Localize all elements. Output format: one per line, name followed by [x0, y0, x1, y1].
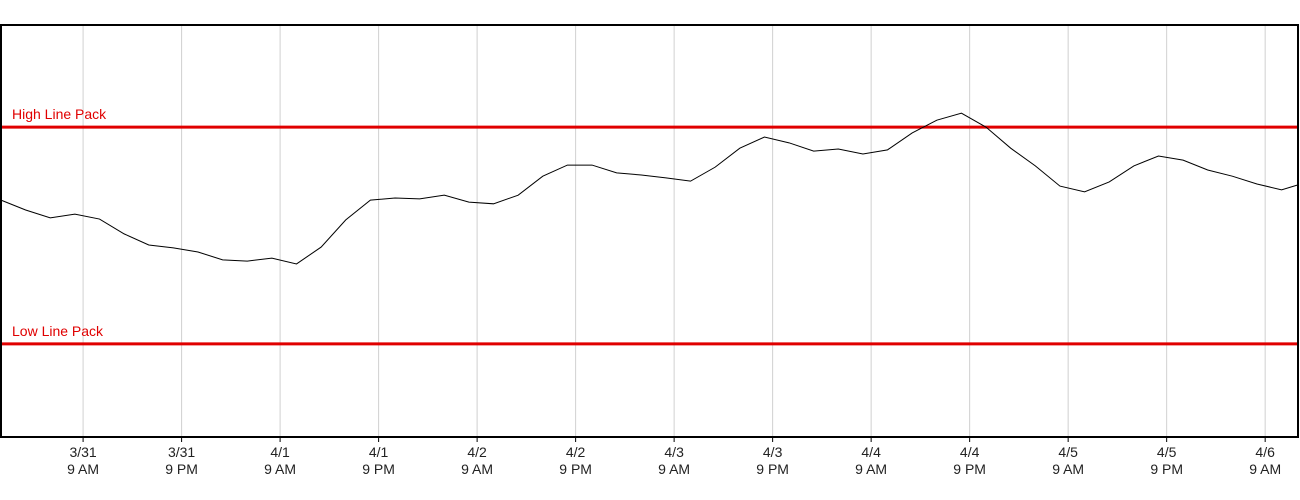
- reference-label: Low Line Pack: [12, 323, 104, 339]
- x-tick-label: 4/6 9 AM: [1249, 444, 1281, 477]
- x-tick-label-line: 4/5: [1157, 444, 1177, 460]
- x-tick-label-line: 4/6: [1255, 444, 1275, 460]
- reference-label: High Line Pack: [12, 106, 107, 122]
- x-tick-label: 4/1 9 AM: [264, 444, 296, 477]
- x-tick-label-line: 9 AM: [855, 461, 887, 477]
- data-line: [0, 112, 1299, 265]
- x-tick-label-line: 9 PM: [1150, 461, 1183, 477]
- x-tick-label-line: 9 AM: [461, 461, 493, 477]
- x-tick-label: 4/1 9 PM: [362, 444, 395, 477]
- x-tick-label: 4/3 9 PM: [756, 444, 789, 477]
- x-tick-label: 4/2 9 AM: [461, 444, 493, 477]
- x-tick-label-line: 4/1: [270, 444, 290, 460]
- x-tick-label: 3/31 9 PM: [165, 444, 198, 477]
- x-tick-label: 4/4 9 AM: [855, 444, 887, 477]
- x-tick-label-line: 3/31: [168, 444, 195, 460]
- x-tick-label-line: 4/2: [566, 444, 586, 460]
- x-tick-label-line: 9 AM: [1052, 461, 1084, 477]
- x-tick-label-line: 4/1: [369, 444, 389, 460]
- x-tick-label-line: 9 AM: [658, 461, 690, 477]
- x-tick-label-line: 4/3: [763, 444, 783, 460]
- x-tick-label-line: 9 AM: [1249, 461, 1281, 477]
- x-tick-label: 4/5 9 PM: [1150, 444, 1183, 477]
- x-tick-label-line: 9 AM: [67, 461, 99, 477]
- plot-frame: [0, 24, 1299, 438]
- x-tick-label-line: 9 PM: [362, 461, 395, 477]
- x-tick-label: 4/5 9 AM: [1052, 444, 1084, 477]
- x-tick-label: 4/2 9 PM: [559, 444, 592, 477]
- x-tick-label-line: 3/31: [69, 444, 96, 460]
- x-tick-label: 3/31 9 AM: [67, 444, 99, 477]
- x-tick-label-line: 4/3: [664, 444, 684, 460]
- x-tick-label-line: 9 PM: [953, 461, 986, 477]
- x-tick-label-line: 9 AM: [264, 461, 296, 477]
- x-tick-label: 4/3 9 AM: [658, 444, 690, 477]
- x-tick-label-line: 9 PM: [165, 461, 198, 477]
- x-tick-label-line: 4/2: [467, 444, 487, 460]
- x-tick-label: 4/4 9 PM: [953, 444, 986, 477]
- x-tick-label-line: 9 PM: [756, 461, 789, 477]
- x-tick-label-line: 4/5: [1058, 444, 1078, 460]
- x-tick-label-line: 9 PM: [559, 461, 592, 477]
- x-tick-label-line: 4/4: [861, 444, 881, 460]
- x-tick-label-line: 4/4: [960, 444, 980, 460]
